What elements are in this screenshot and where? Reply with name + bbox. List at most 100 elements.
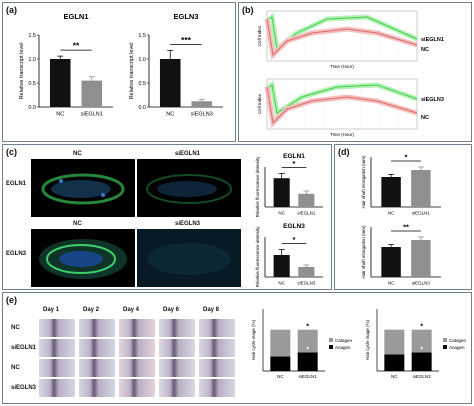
anagen-bar (297, 352, 318, 371)
y-axis-label: Relative fluorescence intensity (255, 226, 260, 288)
day-label: Day 6 (163, 307, 180, 313)
legend-swatch (443, 345, 447, 349)
hair-follicle-image (199, 339, 235, 357)
row-label-egln3: EGLN3 (6, 251, 27, 257)
significance-mark-anagen: * (420, 346, 423, 353)
panel-label-d: (d) (338, 147, 350, 157)
bar (49, 59, 71, 107)
significance-mark-catagen: * (420, 324, 423, 331)
row-label: NC (11, 325, 20, 331)
hair-follicle-image (119, 359, 155, 377)
panel-c: (c) EGLN1 EGLN3 NC siEGLN1 NC siEGLN3 EG… (2, 144, 332, 290)
y-axis-label: Hair cycle stage (%) (365, 319, 370, 360)
hair-follicle-image (39, 319, 75, 337)
chart-b-bottom: Cell Index Time (Hour) siEGLN3 NC (257, 78, 444, 137)
y-axis-label: Hair shaft elongation (mm) (361, 225, 366, 279)
significance-mark: ** (403, 223, 409, 232)
panel-label-e: (e) (6, 295, 17, 305)
panel-a: (a) EGLN1 Relative transcript level 0.0 0.5… (2, 2, 236, 142)
bar (381, 177, 401, 207)
anagen-bar (411, 352, 432, 371)
micrograph-egln1-si (137, 159, 241, 217)
micrograph-egln3-nc (31, 229, 135, 287)
bar (411, 170, 431, 207)
significance-mark: * (293, 235, 296, 244)
chart-d-egln1: Hair shaft elongation (mm) NC siEGLN1 * (361, 153, 441, 216)
x-tick-label: NC (277, 374, 284, 379)
legend-swatch (443, 338, 447, 342)
catagen-bar (270, 329, 291, 357)
x-tick-label: siEGLN1 (81, 112, 103, 118)
catagen-bar (384, 329, 405, 355)
chart-e-egln1: Hair cycle stage (%) NC siEGLN1 * * Catagen An… (251, 309, 353, 379)
panel-e: (e) Hair cycle stage (%) NC siEGLN1 * * Catag… (2, 292, 472, 404)
y-tick-label: 1.5 (138, 33, 146, 39)
chart-title: EGLN1 (63, 12, 88, 21)
day-label: Day 8 (203, 307, 220, 313)
x-tick-label: NC (56, 112, 64, 118)
series-label-nc: NC (421, 115, 429, 121)
significance-mark: * (293, 159, 296, 168)
hair-follicle-image (119, 339, 155, 357)
green-line (266, 16, 418, 50)
row-label: NC (11, 365, 20, 371)
significance-mark: ** (73, 41, 80, 51)
hair-follicle-image (159, 339, 195, 357)
significance-mark-catagen: * (306, 324, 309, 331)
x-tick-label: siEGLN1 (412, 211, 431, 216)
bar (191, 101, 213, 107)
col-label-siegln1: siEGLN1 (175, 151, 201, 157)
legend-swatch (329, 338, 333, 342)
red-line (266, 18, 418, 57)
y-axis-label: Hair shaft elongation (mm) (361, 155, 366, 209)
chart-b-top: Cell Index Time (Hour) siEGLN1 NC (257, 10, 444, 69)
x-tick-label: NC (388, 281, 395, 286)
micrograph-egln1-nc (31, 159, 135, 217)
y-tick-label: 0.5 (138, 81, 146, 87)
y-tick-label: 0.0 (28, 105, 36, 111)
hair-follicle-image (159, 379, 195, 397)
chart-title: EGLN3 (173, 12, 198, 21)
bar (381, 247, 401, 277)
chart-c-egln3: EGLN3 Relative fluorescence intensity NC si… (255, 223, 323, 288)
row-label-egln1: EGLN1 (6, 181, 27, 187)
col-label-siegln3: siEGLN3 (175, 221, 201, 227)
panel-label-a: (a) (6, 5, 17, 15)
day-label: Day 1 (43, 307, 60, 313)
hair-follicle-image (199, 319, 235, 337)
x-tick-label: NC (278, 211, 285, 216)
series-label-nc: NC (421, 47, 429, 53)
red-line (266, 86, 418, 125)
x-tick-label: siEGLN3 (412, 281, 431, 286)
hair-follicle-image (39, 379, 75, 397)
legend-label: Catagen (449, 338, 467, 343)
bar (81, 80, 103, 107)
panel-b: (b) Cell Index Time (Hour) siEGLN1 NC Cell … (238, 2, 472, 142)
anagen-bar (384, 354, 405, 371)
y-tick-label: 0.0 (138, 105, 146, 111)
y-axis-label: Relative fluorescence intensity (255, 156, 260, 218)
catagen-bar (411, 329, 432, 353)
chart-d-egln3: Hair shaft elongation (mm) NC siEGLN3 ** (361, 223, 441, 286)
bar (298, 193, 315, 207)
x-axis-label: Time (Hour) (330, 132, 354, 137)
significance-mark-anagen: * (306, 346, 309, 353)
bar (298, 267, 315, 277)
row-label: siEGLN1 (11, 345, 37, 351)
hair-follicle-image (199, 379, 235, 397)
legend-label: Anagen (449, 345, 465, 350)
col-label-nc-2: NC (73, 221, 82, 227)
legend-label: Anagen (335, 345, 351, 350)
day-label: Day 4 (123, 307, 140, 313)
legend-label: Catagen (335, 338, 353, 343)
chart-e-egln3: Hair cycle stage (%) NC siEGLN3 * * Catagen An… (365, 309, 467, 379)
bar (273, 178, 290, 207)
y-tick-label: 1.5 (28, 33, 36, 39)
x-tick-label: siEGLN3 (413, 374, 432, 379)
y-tick-label: 0.5 (28, 81, 36, 87)
x-tick-label: siEGLN1 (299, 374, 318, 379)
series-label-si: siEGLN1 (421, 37, 444, 43)
hair-follicle-image (79, 359, 115, 377)
significance-mark: *** (181, 35, 192, 45)
